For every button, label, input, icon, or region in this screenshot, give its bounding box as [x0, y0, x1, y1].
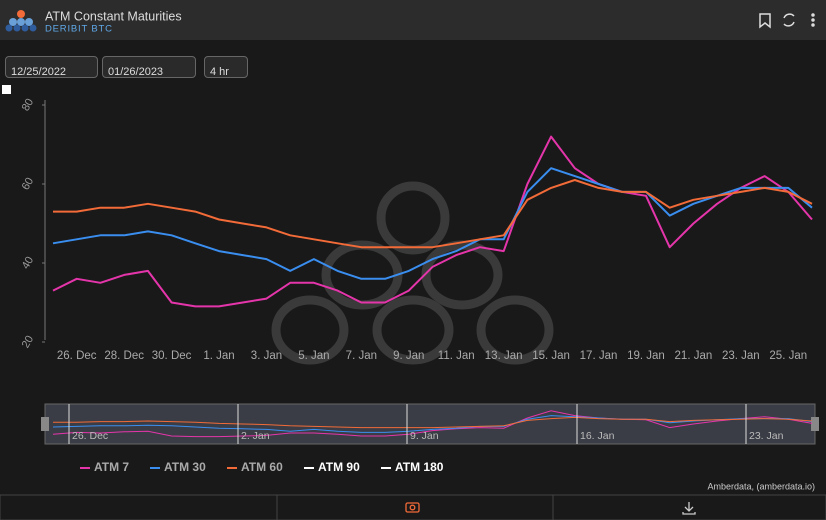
y-tick-label: 20: [20, 334, 37, 351]
logo: [5, 10, 37, 32]
series-line: [52, 167, 813, 280]
x-tick-label: 11. Jan: [438, 350, 475, 362]
navigator-label: 9. Jan: [410, 430, 439, 442]
navigator-handle[interactable]: [811, 417, 819, 431]
navigator-line: [52, 410, 813, 438]
x-tick-label: 21. Jan: [675, 350, 713, 362]
x-tick-label: 13. Jan: [485, 350, 523, 362]
credits: Amberdata, (amberdata.io): [707, 481, 815, 491]
x-tick-label: 17. Jan: [580, 350, 618, 362]
x-tick-label: 3. Jan: [251, 350, 282, 362]
x-tick-label: 25. Jan: [769, 350, 807, 362]
navigator-label: 23. Jan: [749, 430, 784, 442]
x-tick-label: 9. Jan: [393, 350, 424, 362]
legend-label[interactable]: ATM 180: [395, 460, 444, 474]
navigator-handle[interactable]: [41, 417, 49, 431]
x-tick-label: 7. Jan: [346, 350, 377, 362]
x-tick-label: 28. Dec: [104, 350, 144, 362]
x-tick-label: 19. Jan: [627, 350, 665, 362]
legend-label[interactable]: ATM 7: [94, 460, 129, 474]
navigator-line: [53, 416, 813, 429]
x-tick-label: 23. Jan: [722, 350, 760, 362]
navigator-label: 16. Jan: [580, 430, 615, 442]
x-tick-label: 26. Dec: [57, 350, 97, 362]
y-tick-label: 40: [20, 255, 37, 272]
watermark: [271, 181, 554, 365]
interval-input[interactable]: 4 hr: [204, 56, 248, 78]
legend-label[interactable]: ATM 90: [318, 460, 360, 474]
y-tick-label: 60: [20, 176, 37, 193]
legend-label[interactable]: ATM 30: [164, 460, 206, 474]
app-title: ATM Constant Maturities: [45, 9, 182, 23]
series-line: [53, 179, 813, 249]
app-subtitle: DERIBIT BTC: [45, 24, 113, 35]
header-icons[interactable]: [759, 13, 815, 29]
x-tick-label: 1. Jan: [203, 350, 234, 362]
y-tick-label: 80: [20, 97, 37, 114]
start-date-input[interactable]: 12/25/2022: [5, 56, 98, 78]
series-line: [52, 135, 813, 308]
header-bar: [0, 0, 826, 40]
navigator-label: 26. Dec: [72, 430, 108, 442]
legend-label[interactable]: ATM 60: [241, 460, 283, 474]
x-tick-label: 5. Jan: [298, 350, 329, 362]
navigator-label: 2. Jan: [241, 430, 270, 442]
x-tick-label: 30. Dec: [152, 350, 192, 362]
navigator-line: [52, 415, 813, 433]
footer-bar: [0, 494, 826, 520]
camera-button[interactable]: [405, 502, 420, 513]
checkbox[interactable]: [2, 85, 11, 94]
download-button[interactable]: [682, 502, 696, 515]
x-tick-label: 15. Jan: [532, 350, 570, 362]
end-date-input[interactable]: 01/26/2023: [102, 56, 196, 78]
